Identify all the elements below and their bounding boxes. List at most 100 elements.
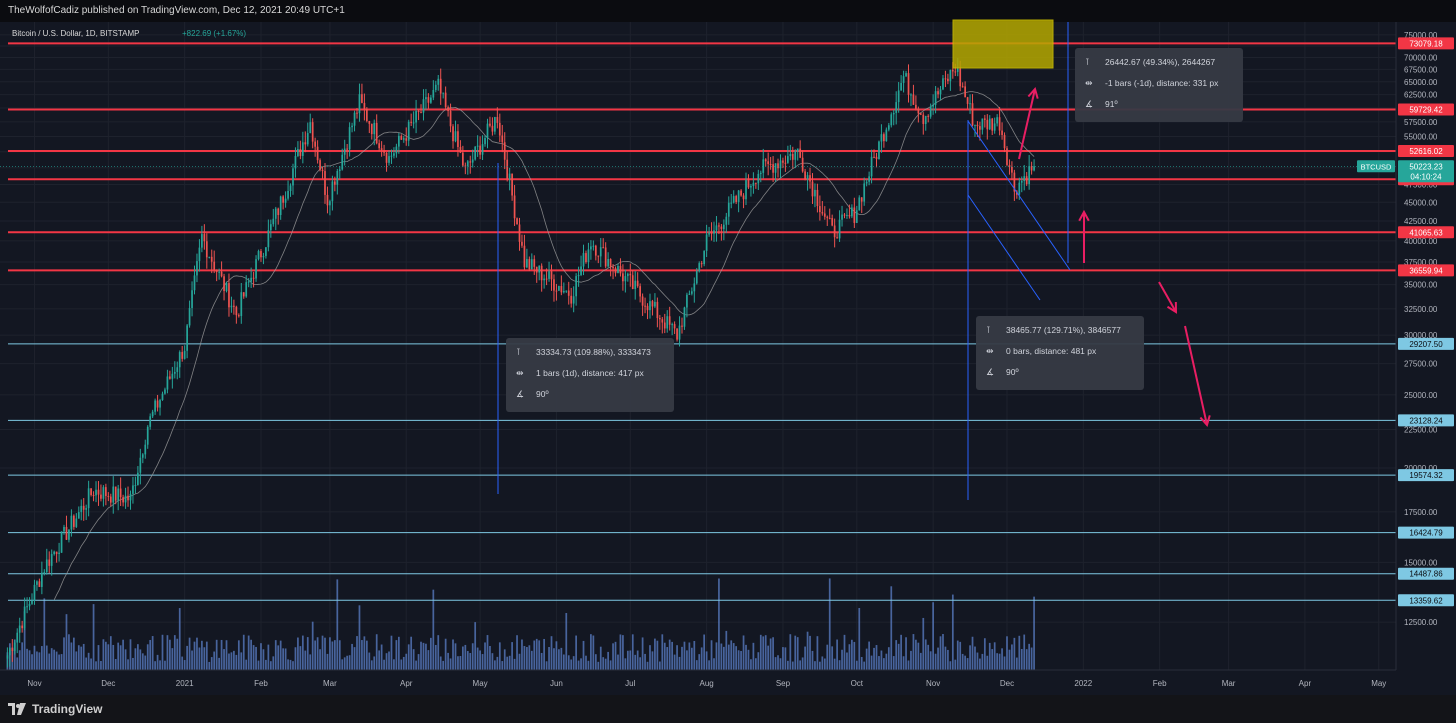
candle-body [65, 526, 68, 540]
volume-bar [95, 661, 97, 670]
volume-bar [799, 660, 802, 670]
price-level-label: 41065.63 [1409, 228, 1443, 237]
target-box [952, 19, 1054, 69]
candle-body [730, 202, 733, 204]
volume-bar [252, 645, 255, 670]
candle-body [402, 138, 405, 140]
candle-body [727, 202, 730, 217]
y-tick-label: 45000.00 [1404, 198, 1438, 207]
candle-body [282, 196, 285, 203]
candle-body [580, 266, 582, 276]
candle-body [543, 278, 545, 281]
volume-bar [225, 640, 228, 670]
volume-bar [710, 640, 713, 670]
candle-body [590, 246, 592, 250]
candle-body [161, 393, 164, 401]
volume-bar [496, 656, 499, 670]
volume-bar [272, 656, 275, 670]
candle-body [284, 198, 287, 203]
candle-body [577, 275, 580, 277]
volume-bar [735, 646, 738, 670]
volume-bar [183, 660, 186, 670]
candle-body [247, 281, 250, 283]
volume-bar [348, 655, 351, 670]
price-level-label: 16424.79 [1409, 529, 1443, 538]
volume-bar [486, 635, 489, 670]
volume-bar [144, 655, 147, 670]
candle-body [479, 145, 481, 155]
candle-body [432, 89, 435, 98]
candle-body [821, 212, 824, 214]
volume-bar [191, 650, 193, 670]
candle-body [459, 146, 462, 153]
volume-bar [594, 654, 597, 670]
candle-body [301, 142, 304, 156]
volume-bar [223, 649, 225, 670]
volume-bar [804, 646, 806, 670]
candle-body [998, 117, 1001, 131]
volume-bar [816, 636, 819, 670]
volume-bar [528, 645, 531, 670]
candle-body [624, 276, 627, 282]
candle-body [1008, 164, 1011, 167]
candle-body [1025, 176, 1028, 185]
volume-bar [70, 642, 73, 670]
volume-bar [747, 649, 750, 670]
candle-body [444, 92, 447, 108]
volume-bar [262, 649, 265, 670]
candle-body [892, 112, 895, 115]
candle-body [626, 273, 629, 277]
candle-body [481, 144, 484, 155]
volume-bar [878, 656, 880, 670]
candle-body [661, 319, 664, 323]
volume-bar [1013, 637, 1016, 670]
candle-body [671, 324, 674, 326]
candle-body [466, 161, 469, 167]
candle-body [631, 275, 634, 289]
volume-bar [562, 654, 565, 670]
volume-bar [819, 661, 821, 670]
volume-bar [671, 641, 674, 670]
candle-body [860, 197, 863, 202]
candle-body [740, 190, 742, 196]
volume-bar [80, 646, 83, 670]
volume-bar [242, 634, 245, 670]
candle-body [715, 225, 718, 231]
candle-body [196, 261, 198, 276]
volume-bar [481, 654, 484, 670]
candle-body [668, 316, 671, 325]
volume-bar [508, 655, 511, 670]
candle-body [430, 97, 432, 103]
volume-bar [159, 660, 161, 670]
volume-bar [580, 658, 582, 670]
volume-bar [154, 661, 156, 670]
candle-body [109, 496, 112, 503]
candle-body [538, 265, 541, 273]
candle-body [415, 110, 417, 123]
candle-body [442, 92, 445, 94]
volume-bar [400, 659, 403, 670]
volume-bar [100, 660, 102, 670]
candle-body [38, 581, 41, 587]
candle-body [910, 94, 912, 96]
volume-bar [462, 646, 464, 670]
volume-bar [868, 641, 870, 670]
volume-bar [651, 651, 654, 670]
volume-bar [725, 630, 728, 670]
candle-body [592, 245, 595, 247]
measurement-text: -1 bars (-1d), distance: 331 px [1105, 78, 1219, 88]
candle-body [73, 515, 75, 527]
candle-body [159, 400, 161, 408]
candle-body [887, 125, 890, 130]
volume-bar [740, 650, 742, 670]
time-axis[interactable]: Nov Dec 2021 Feb Mar Apr May Jun Jul Aug Sep Oct Nov… [27, 679, 1386, 688]
candle-body [545, 278, 548, 280]
volume-bar [636, 650, 639, 670]
x-tick-label: May [1371, 679, 1386, 688]
candle-body [311, 122, 314, 142]
channel-lower-line [967, 194, 1041, 301]
candle-body [654, 301, 656, 307]
candle-body [326, 194, 329, 206]
x-tick-label: Jul [625, 679, 635, 688]
